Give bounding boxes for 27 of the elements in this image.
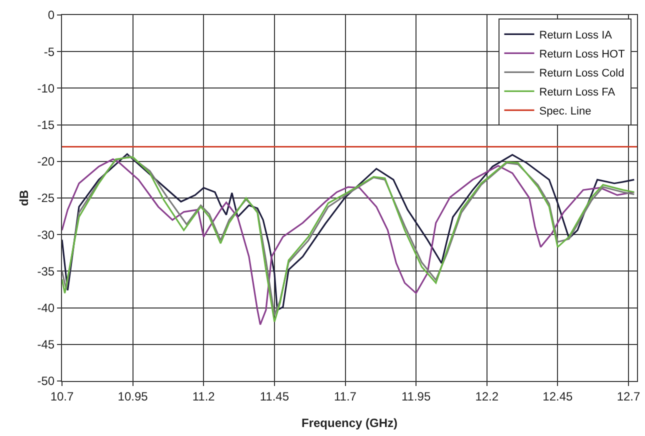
y-tick-label: -40 [37, 301, 55, 315]
y-tick-label: -10 [37, 81, 55, 96]
x-tick-label: 12.2 [475, 389, 499, 404]
x-tick-label: 10.95 [118, 389, 148, 404]
y-tick-label: -45 [37, 338, 55, 352]
x-axis-title: Frequency (GHz) [301, 416, 398, 430]
y-tick-label: -25 [37, 191, 55, 206]
legend-label: Return Loss HOT [539, 48, 626, 60]
y-tick-label: -5 [44, 44, 55, 59]
legend-label: Return Loss FA [539, 86, 616, 98]
x-tick-label: 12.45 [542, 389, 574, 404]
x-tick-label: 11.45 [260, 389, 290, 404]
y-axis-title: dB [17, 190, 31, 206]
legend-label: Return Loss IA [539, 29, 613, 42]
x-tick-label: 11.2 [192, 389, 216, 404]
x-tick-label: 12.7 [616, 389, 640, 404]
y-tick-label: -20 [37, 154, 55, 169]
y-tick-label: -50 [37, 374, 55, 388]
legend-label: Return Loss Cold [539, 67, 624, 80]
legend-label: Spec. Line [539, 105, 592, 118]
y-tick-label: -30 [37, 228, 55, 242]
y-tick-label: -35 [37, 264, 55, 278]
y-tick-label: 0 [48, 8, 55, 22]
x-tick-label: 10.7 [50, 389, 74, 404]
y-tick-label: -15 [37, 118, 55, 132]
x-tick-label: 11.95 [401, 389, 431, 404]
x-tick-label: 11.7 [334, 389, 357, 404]
